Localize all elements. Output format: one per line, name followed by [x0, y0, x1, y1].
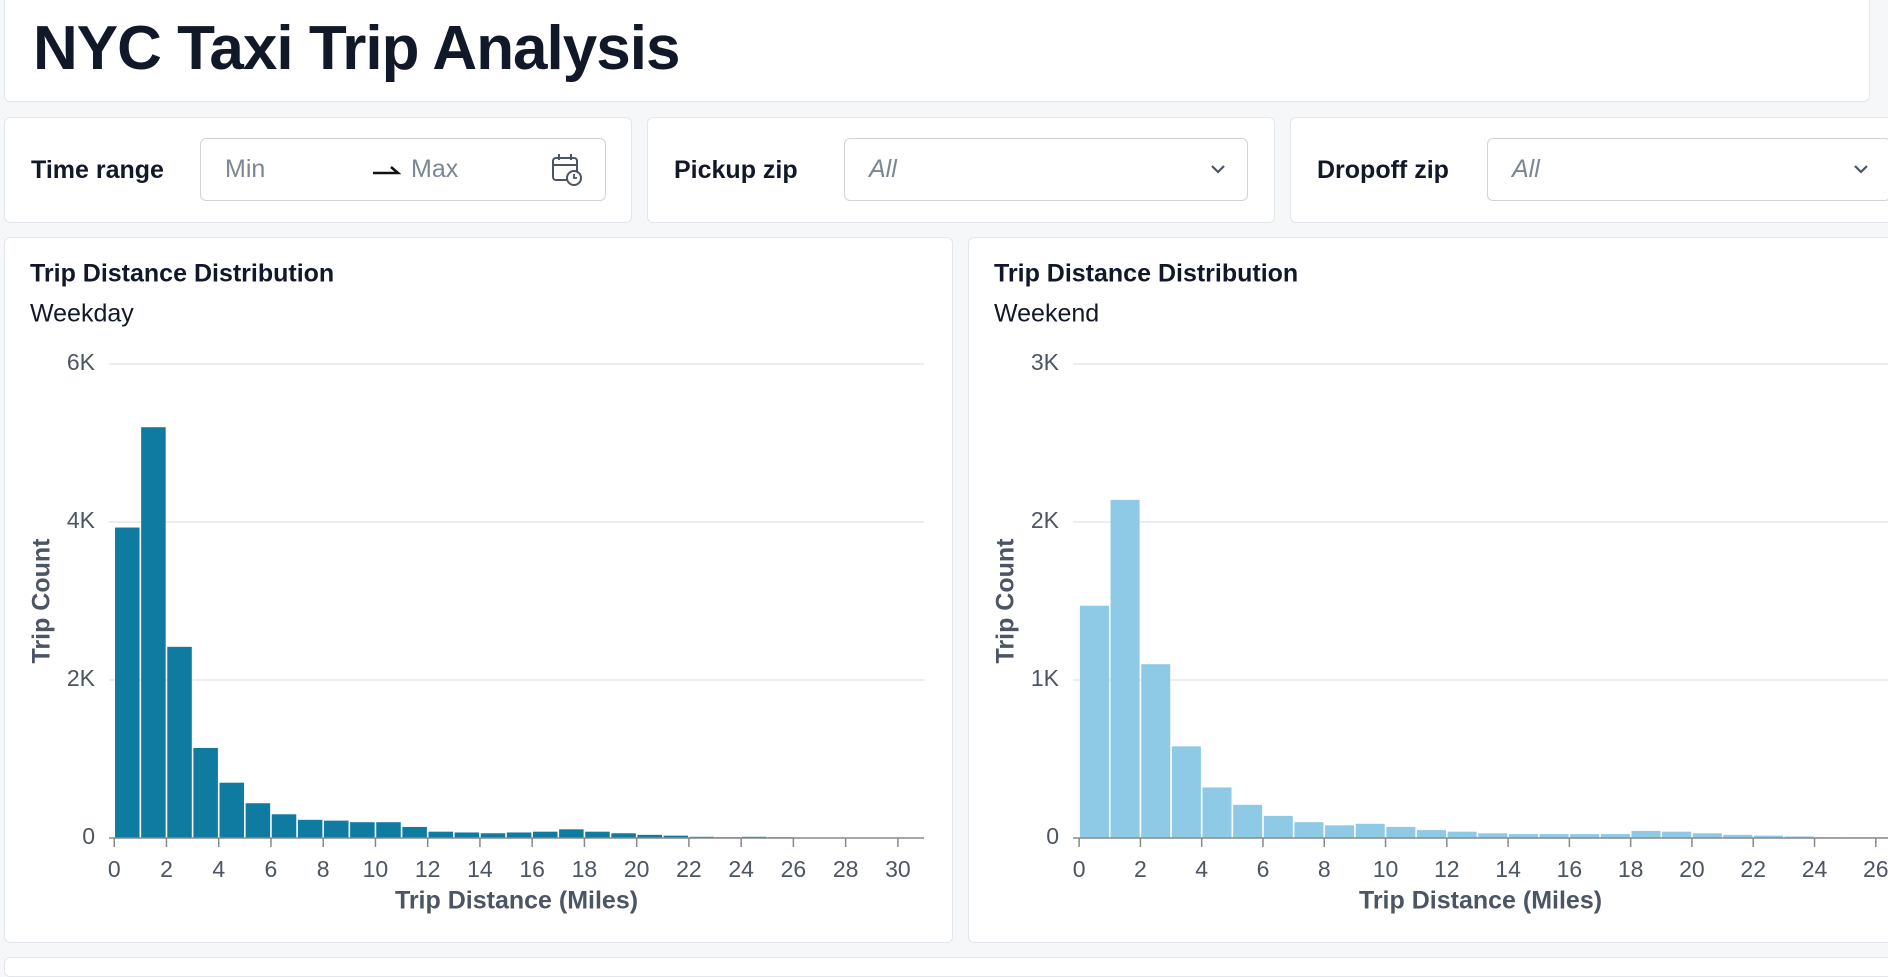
x-tick-label: 0 [1073, 856, 1086, 882]
bar [1631, 831, 1660, 838]
bar [507, 832, 532, 838]
x-tick-label: 0 [108, 856, 121, 882]
bar [533, 832, 558, 838]
bar [1386, 827, 1415, 838]
y-tick-label: 1K [1031, 665, 1060, 691]
x-tick-label: 16 [1557, 856, 1583, 882]
x-tick-label: 22 [1740, 856, 1766, 882]
x-tick-label: 12 [1434, 856, 1460, 882]
x-tick-label: 4 [1195, 856, 1208, 882]
y-tick-label: 4K [67, 507, 96, 533]
y-axis-title: Trip Count [28, 538, 56, 664]
bar [428, 832, 453, 838]
x-tick-label: 20 [1679, 856, 1705, 882]
x-tick-label: 12 [415, 856, 441, 882]
bar [246, 803, 271, 838]
chart-subtitle: Weekend [994, 300, 1099, 328]
x-tick-label: 10 [1373, 856, 1399, 882]
x-tick-label: 14 [1495, 856, 1521, 882]
x-tick-label: 8 [317, 856, 330, 882]
bar [559, 829, 584, 838]
bar [1172, 746, 1201, 838]
x-tick-label: 30 [885, 856, 911, 882]
y-tick-label: 2K [1031, 507, 1060, 533]
bar [1356, 824, 1385, 838]
y-axis-title: Trip Count [992, 538, 1020, 664]
bar [1141, 664, 1170, 838]
bar [324, 821, 349, 838]
chart-subtitle: Weekday [30, 300, 134, 328]
x-tick-label: 4 [212, 856, 225, 882]
bar [298, 820, 323, 838]
bar [585, 832, 610, 838]
bar [1080, 606, 1109, 838]
bar [455, 832, 480, 838]
x-tick-label: 22 [676, 856, 702, 882]
x-tick-label: 18 [1618, 856, 1644, 882]
x-tick-label: 28 [833, 856, 859, 882]
bar [272, 814, 297, 838]
bar [1111, 500, 1140, 838]
bar [1233, 805, 1262, 838]
x-axis-title: Trip Distance (Miles) [1359, 887, 1602, 915]
bar [115, 528, 140, 838]
x-tick-label: 8 [1318, 856, 1331, 882]
bar [220, 783, 245, 838]
bar [1264, 816, 1293, 838]
bar [402, 827, 427, 838]
x-tick-label: 26 [1863, 856, 1888, 882]
y-tick-label: 3K [1031, 349, 1060, 375]
x-tick-label: 10 [363, 856, 389, 882]
bar [141, 427, 166, 838]
bar [1202, 787, 1231, 838]
y-tick-label: 6K [67, 349, 96, 375]
chart-title: Trip Distance Distribution [994, 260, 1298, 288]
y-tick-label: 2K [67, 665, 96, 691]
x-tick-label: 20 [624, 856, 650, 882]
x-tick-label: 2 [1134, 856, 1147, 882]
bar [1325, 825, 1354, 838]
x-tick-label: 14 [467, 856, 493, 882]
x-tick-label: 16 [519, 856, 545, 882]
x-tick-label: 2 [160, 856, 173, 882]
bar [193, 748, 218, 838]
x-tick-label: 26 [781, 856, 807, 882]
x-tick-label: 18 [572, 856, 598, 882]
bar [167, 647, 192, 838]
bar [1294, 822, 1323, 838]
y-tick-label: 0 [82, 823, 95, 849]
x-tick-label: 6 [1257, 856, 1270, 882]
bar [1662, 832, 1691, 838]
x-tick-label: 6 [265, 856, 278, 882]
x-tick-label: 24 [728, 856, 754, 882]
bar [1448, 832, 1477, 838]
x-tick-label: 24 [1802, 856, 1828, 882]
y-tick-label: 0 [1046, 823, 1059, 849]
bar [376, 822, 401, 838]
bar [350, 822, 375, 838]
x-axis-title: Trip Distance (Miles) [395, 887, 638, 915]
chart-title: Trip Distance Distribution [30, 260, 334, 288]
bar [1417, 830, 1446, 838]
